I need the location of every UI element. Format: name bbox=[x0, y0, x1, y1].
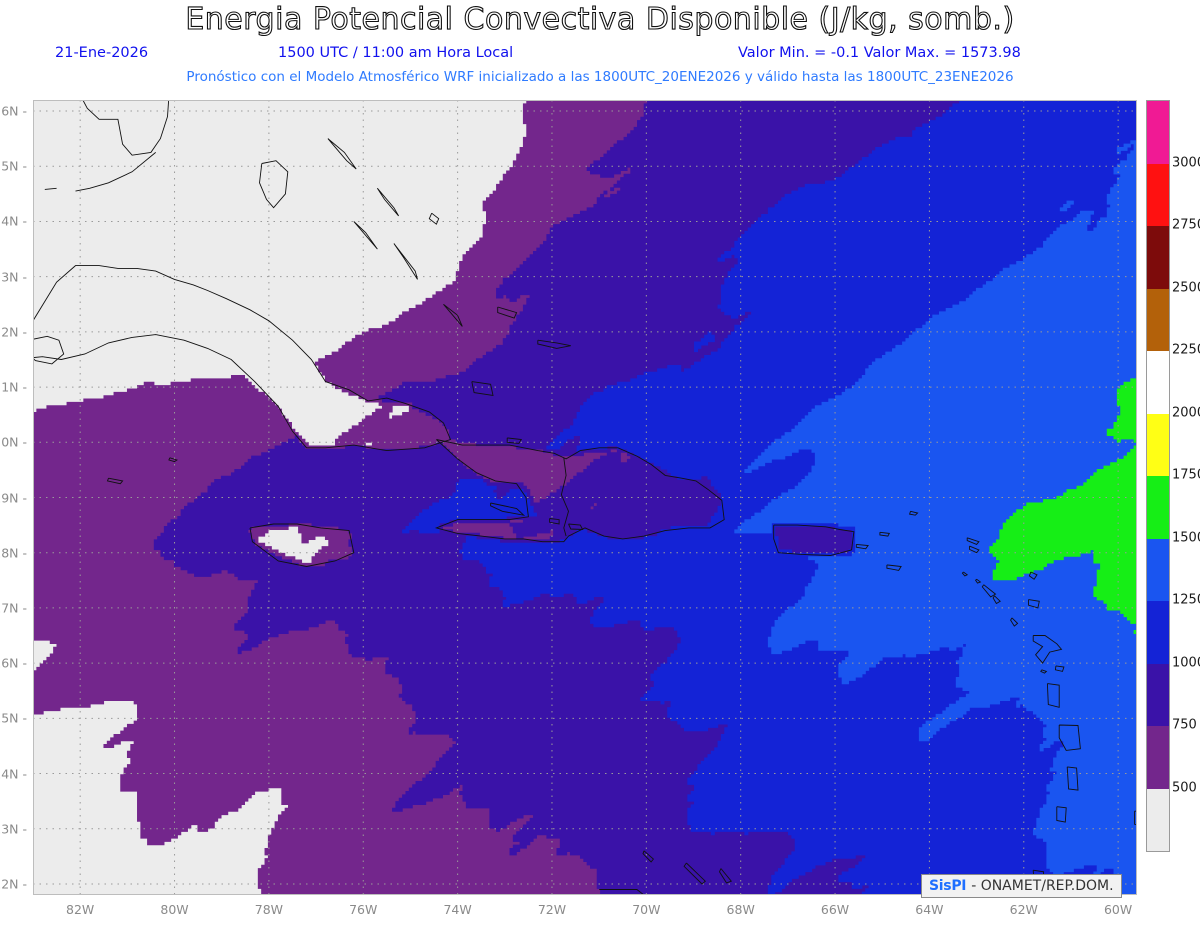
model-description: Pronóstico con el Modelo Atmosférico WRF… bbox=[0, 69, 1200, 85]
lon-tick-80W: 80W bbox=[145, 902, 205, 917]
lat-tick-25N: 25N - bbox=[0, 159, 27, 174]
lat-tick-17N: 17N - bbox=[0, 600, 27, 615]
lat-tick-16N: 16N - bbox=[0, 656, 27, 671]
colorbar-band-2000-2250 bbox=[1147, 351, 1169, 414]
lat-tick-20N: 20N - bbox=[0, 435, 27, 450]
lat-tick-14N: 14N - bbox=[0, 766, 27, 781]
lat-tick-24N: 24N - bbox=[0, 214, 27, 229]
colorbar-band-1250-1500 bbox=[1147, 539, 1169, 602]
colorbar-tick-2250: 2250 bbox=[1172, 343, 1200, 358]
colorbar-tick-2500: 2500 bbox=[1172, 280, 1200, 295]
credit-text: - ONAMET/REP.DOM. bbox=[971, 878, 1113, 894]
credit-box: SisPI - ONAMET/REP.DOM. bbox=[921, 874, 1122, 898]
colorbar-band-0-500 bbox=[1147, 789, 1169, 852]
lat-tick-21N: 21N - bbox=[0, 380, 27, 395]
sispi-logo: SisPI bbox=[929, 878, 966, 894]
colorbar-band-1750-2000 bbox=[1147, 414, 1169, 477]
forecast-date: 21-Ene-2026 bbox=[55, 45, 148, 61]
lon-tick-64W: 64W bbox=[899, 902, 959, 917]
lat-tick-26N: 26N - bbox=[0, 104, 27, 119]
colorbar-band-2250-2500 bbox=[1147, 289, 1169, 352]
lon-tick-62W: 62W bbox=[994, 902, 1054, 917]
lon-tick-68W: 68W bbox=[711, 902, 771, 917]
colorbar-band-2750-3000 bbox=[1147, 164, 1169, 227]
lon-tick-74W: 74W bbox=[428, 902, 488, 917]
colorbar-band-750-1000 bbox=[1147, 664, 1169, 727]
lon-tick-70W: 70W bbox=[616, 902, 676, 917]
lat-tick-19N: 19N - bbox=[0, 490, 27, 505]
colorbar-tick-500: 500 bbox=[1172, 780, 1197, 795]
lat-tick-15N: 15N - bbox=[0, 711, 27, 726]
colorbar-band-1000-1250 bbox=[1147, 601, 1169, 664]
colorbar-tick-1000: 1000 bbox=[1172, 655, 1200, 670]
colorbar-tick-750: 750 bbox=[1172, 718, 1197, 733]
colorbar-tick-3000: 3000 bbox=[1172, 155, 1200, 170]
page-title: Energia Potencial Convectiva Disponible … bbox=[0, 2, 1200, 37]
lat-tick-23N: 23N - bbox=[0, 269, 27, 284]
lat-tick-22N: 22N - bbox=[0, 324, 27, 339]
lon-tick-78W: 78W bbox=[239, 902, 299, 917]
colorbar-tick-2750: 2750 bbox=[1172, 218, 1200, 233]
colorbar-band-1500-1750 bbox=[1147, 476, 1169, 539]
lon-tick-82W: 82W bbox=[50, 902, 110, 917]
colorbar[interactable] bbox=[1146, 100, 1170, 852]
colorbar-band-500-750 bbox=[1147, 726, 1169, 789]
colorbar-tick-1500: 1500 bbox=[1172, 530, 1200, 545]
colorbar-band-2500-2750 bbox=[1147, 226, 1169, 289]
lon-tick-72W: 72W bbox=[522, 902, 582, 917]
forecast-time: 1500 UTC / 11:00 am Hora Local bbox=[278, 45, 513, 61]
lat-tick-12N: 12N - bbox=[0, 876, 27, 891]
lat-tick-18N: 18N - bbox=[0, 545, 27, 560]
value-minmax: Valor Min. = -0.1 Valor Max. = 1573.98 bbox=[738, 45, 1021, 61]
colorbar-tick-1750: 1750 bbox=[1172, 468, 1200, 483]
lat-tick-13N: 13N - bbox=[0, 821, 27, 836]
lon-tick-76W: 76W bbox=[333, 902, 393, 917]
colorbar-labels: 500 750 1000 1250 1500 1750 2000 2250 2500 2750 30… bbox=[1172, 100, 1200, 850]
colorbar-tick-1250: 1250 bbox=[1172, 593, 1200, 608]
lon-tick-66W: 66W bbox=[805, 902, 865, 917]
colorbar-tick-2000: 2000 bbox=[1172, 405, 1200, 420]
colorbar-band->3000 bbox=[1147, 101, 1169, 164]
lon-tick-60W: 60W bbox=[1088, 902, 1148, 917]
map-plot-area[interactable] bbox=[33, 100, 1137, 895]
